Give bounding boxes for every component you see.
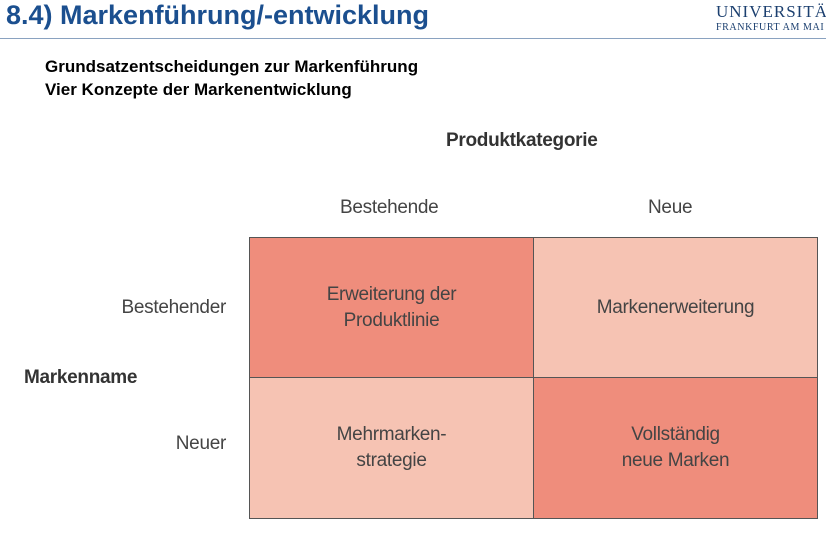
column-label: Bestehende <box>340 197 439 218</box>
subtitle: Vier Konzepte der Markenentwicklung <box>45 80 352 99</box>
matrix-cell: Vollständig neue Marken <box>533 377 818 519</box>
logo-line: FRANKFURT AM MAI <box>716 22 825 33</box>
cell-text: Produktlinie <box>343 309 440 331</box>
cell-text: Erweiterung der <box>326 283 457 305</box>
cell-text: Mehrmarken- <box>336 424 447 445</box>
column-label: Neue <box>648 197 693 218</box>
cell-text: Vollständig <box>631 424 720 445</box>
header-rule <box>0 38 826 39</box>
row-label: Neuer <box>175 433 227 454</box>
cell-text: neue Marken <box>621 450 730 471</box>
matrix-cell: Erweiterung der Produktlinie <box>249 237 534 378</box>
logo: UNIVERSITÄ FRANKFURT AM MAI <box>716 2 826 33</box>
row-label: Bestehender <box>121 297 227 318</box>
matrix-cell: Markenerweiterung <box>533 237 818 378</box>
row-axis-label: Markenname <box>24 367 138 388</box>
matrix-cell: Mehrmarken- strategie <box>249 377 534 519</box>
cell-text: strategie <box>356 450 427 471</box>
subtitle: Grundsatzentscheidungen zur Markenführun… <box>45 57 419 76</box>
logo-line: UNIVERSITÄ <box>716 2 826 21</box>
column-axis-label: Produktkategorie <box>446 130 598 151</box>
cell-text: Markenerweiterung <box>596 296 755 318</box>
slide-title: 8.4) Markenführung/-entwicklung <box>6 0 430 30</box>
